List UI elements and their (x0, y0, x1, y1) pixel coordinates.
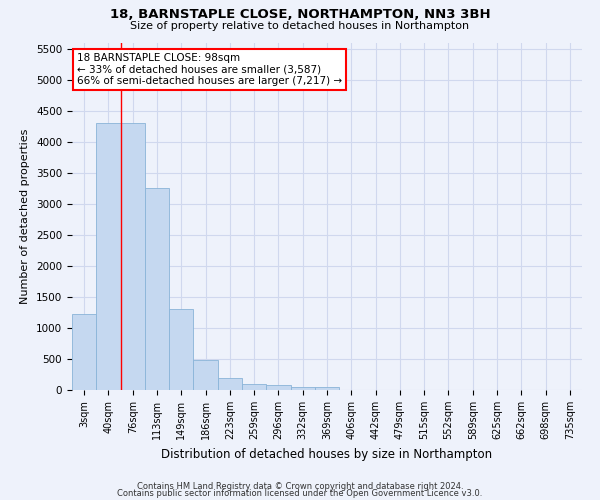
Text: Size of property relative to detached houses in Northampton: Size of property relative to detached ho… (130, 21, 470, 31)
Bar (315, 387, 339, 390)
Bar (266, 385, 290, 390)
Bar (218, 378, 242, 390)
Bar (121, 123, 145, 390)
Bar (72, 314, 96, 390)
Bar (242, 384, 266, 390)
Y-axis label: Number of detached properties: Number of detached properties (20, 128, 31, 304)
Bar (96, 123, 121, 390)
Text: Contains HM Land Registry data © Crown copyright and database right 2024.: Contains HM Land Registry data © Crown c… (137, 482, 463, 491)
Bar (193, 360, 218, 390)
Text: 18, BARNSTAPLE CLOSE, NORTHAMPTON, NN3 3BH: 18, BARNSTAPLE CLOSE, NORTHAMPTON, NN3 3… (110, 8, 490, 20)
X-axis label: Distribution of detached houses by size in Northampton: Distribution of detached houses by size … (161, 448, 493, 460)
Text: Contains public sector information licensed under the Open Government Licence v3: Contains public sector information licen… (118, 489, 482, 498)
Bar (169, 310, 193, 390)
Bar (145, 188, 169, 390)
Text: 18 BARNSTAPLE CLOSE: 98sqm
← 33% of detached houses are smaller (3,587)
66% of s: 18 BARNSTAPLE CLOSE: 98sqm ← 33% of deta… (77, 53, 342, 86)
Bar (290, 387, 315, 390)
